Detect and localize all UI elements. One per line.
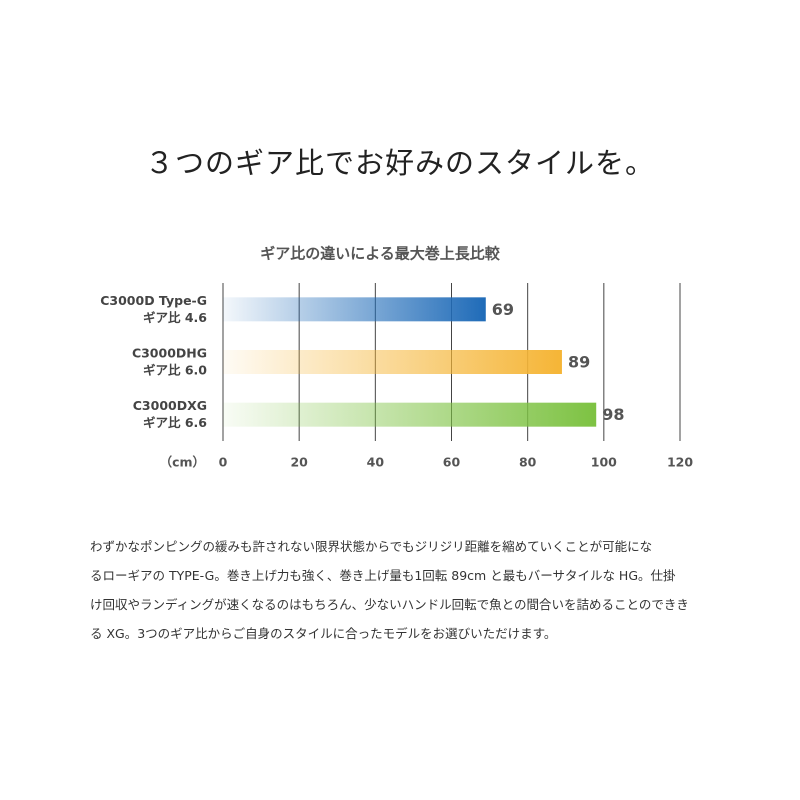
body-text: わずかなポンピングの緩みも許されない限界状態からでもジリジリ距離を縮めていくこと… <box>90 532 730 648</box>
category-label: C3000DXG <box>133 398 207 413</box>
category-label: C3000DHG <box>132 346 207 361</box>
value-label: 89 <box>568 353 590 372</box>
value-label: 98 <box>602 405 624 424</box>
bar <box>223 350 562 374</box>
chart: ギア比の違いによる最大巻上長比較 （cm） 0 20 40 60 80 100 120 69 C… <box>100 245 693 470</box>
body-line: け回収やランディングが速くなるのはもちろん、少ないハンドル回転で魚との間合いを詰… <box>90 597 689 612</box>
x-tick-label: 100 <box>591 455 617 470</box>
chart-title: ギア比の違いによる最大巻上長比較 <box>260 245 501 263</box>
value-label: 69 <box>492 300 514 319</box>
x-tick-label: 120 <box>667 455 693 470</box>
bar <box>223 297 486 322</box>
x-tick-label: 40 <box>367 455 385 470</box>
body-line: わずかなポンピングの緩みも許されない限界状態からでもジリジリ距離を縮めていくこと… <box>90 539 653 554</box>
x-axis-unit: （cm） <box>160 455 205 470</box>
bar <box>223 402 597 427</box>
headline: ３つのギア比でお好みのスタイルを。 <box>144 146 655 180</box>
x-tick-label: 0 <box>219 455 228 470</box>
category-label: ギア比 4.6 <box>143 310 207 325</box>
x-tick-label: 20 <box>290 455 308 470</box>
category-label: ギア比 6.0 <box>143 363 207 378</box>
body-line: るローギアの TYPE-G。巻き上げ力も強く、巻き上げ量も1回転 89cm と最… <box>90 568 676 583</box>
x-tick-label: 80 <box>519 455 537 470</box>
body-line: る XG。3つのギア比からご自身のスタイルに合ったモデルをお選びいただけます。 <box>90 626 557 641</box>
category-label: C3000D Type-G <box>100 293 207 308</box>
category-label: ギア比 6.6 <box>143 415 207 430</box>
x-tick-label: 60 <box>443 455 461 470</box>
